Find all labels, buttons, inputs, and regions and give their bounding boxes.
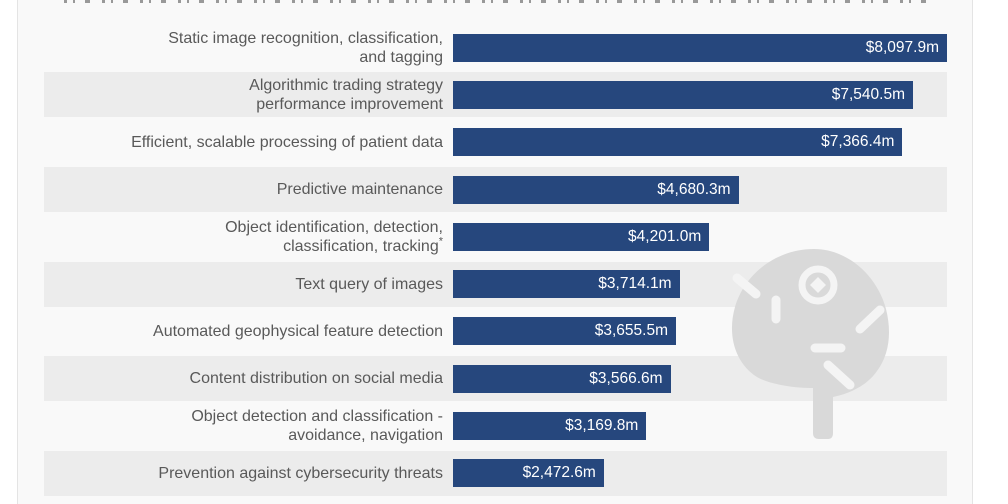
chart-row: Algorithmic trading strategy performance… bbox=[44, 71, 947, 119]
bar-track: $3,714.1m bbox=[453, 270, 947, 299]
value-label: $7,540.5m bbox=[831, 85, 905, 103]
value-label: $3,655.5m bbox=[594, 322, 668, 340]
value-label: $3,714.1m bbox=[598, 275, 672, 293]
chart-row: Object identification, detection, classi… bbox=[44, 213, 947, 260]
bar: $3,655.5m bbox=[453, 317, 676, 346]
cropped-title-remnant bbox=[64, 0, 936, 3]
value-label: $2,472.6m bbox=[522, 464, 596, 482]
category-label: Text query of images bbox=[295, 275, 443, 293]
ai-brain-icon bbox=[731, 249, 889, 439]
bar: $4,201.0m bbox=[453, 222, 710, 251]
value-label: $8,097.9m bbox=[865, 38, 939, 56]
chart-row: Prevention against cybersecurity threats… bbox=[44, 449, 947, 497]
bar-track: $3,169.8m bbox=[453, 412, 947, 441]
bar-track: $4,201.0m bbox=[453, 222, 947, 251]
chart-row: Efficient, scalable processing of patien… bbox=[44, 119, 947, 166]
bar-track: $2,472.6m bbox=[453, 459, 947, 488]
chart-card: Static image recognition, classification… bbox=[17, 0, 973, 504]
chart-row: Static image recognition, classification… bbox=[44, 24, 947, 71]
category-label: Static image recognition, classification… bbox=[168, 29, 443, 66]
bar: $4,680.3m bbox=[453, 175, 739, 204]
chart-row: Automated geophysical feature detection $… bbox=[44, 308, 947, 355]
bar-track: $7,366.4m bbox=[453, 128, 947, 157]
value-label: $3,566.6m bbox=[589, 369, 663, 387]
bar-track: $4,680.3m bbox=[453, 175, 947, 204]
category-label: Object detection and classification - av… bbox=[191, 408, 443, 445]
value-label: $4,680.3m bbox=[657, 180, 731, 198]
category-label: Content distribution on social media bbox=[189, 370, 443, 388]
bar: $8,097.9m bbox=[453, 33, 947, 62]
chart-row: Predictive maintenance $4,680.3m bbox=[44, 165, 947, 214]
bar: $3,566.6m bbox=[453, 364, 671, 393]
bar: $7,366.4m bbox=[453, 128, 903, 157]
category-label: Object identification, detection, classi… bbox=[225, 218, 443, 255]
value-label: $4,201.0m bbox=[628, 227, 702, 245]
chart-row: Object detection and classification - av… bbox=[44, 402, 947, 449]
bar: $3,714.1m bbox=[453, 270, 680, 299]
bar: $2,472.6m bbox=[453, 459, 604, 488]
lens-diamond bbox=[810, 277, 826, 293]
bar: $3,169.8m bbox=[453, 412, 647, 441]
bar: $7,540.5m bbox=[453, 80, 913, 109]
category-label: Predictive maintenance bbox=[276, 181, 443, 199]
bar-track: $8,097.9m bbox=[453, 33, 947, 62]
footnote-asterisk: * bbox=[438, 235, 443, 248]
value-label: $7,366.4m bbox=[821, 133, 895, 151]
category-label: Prevention against cybersecurity threats bbox=[158, 464, 443, 482]
bar-track: $3,655.5m bbox=[453, 317, 947, 346]
lens-ring bbox=[798, 265, 838, 305]
category-label: Automated geophysical feature detection bbox=[153, 322, 443, 340]
bar-chart: Static image recognition, classification… bbox=[44, 24, 947, 497]
value-label: $3,169.8m bbox=[565, 417, 639, 435]
category-label: Efficient, scalable processing of patien… bbox=[131, 133, 443, 151]
category-label: Algorithmic trading strategy performance… bbox=[249, 76, 443, 113]
bar-track: $3,566.6m bbox=[453, 364, 947, 393]
bar-track: $7,540.5m bbox=[453, 80, 947, 109]
